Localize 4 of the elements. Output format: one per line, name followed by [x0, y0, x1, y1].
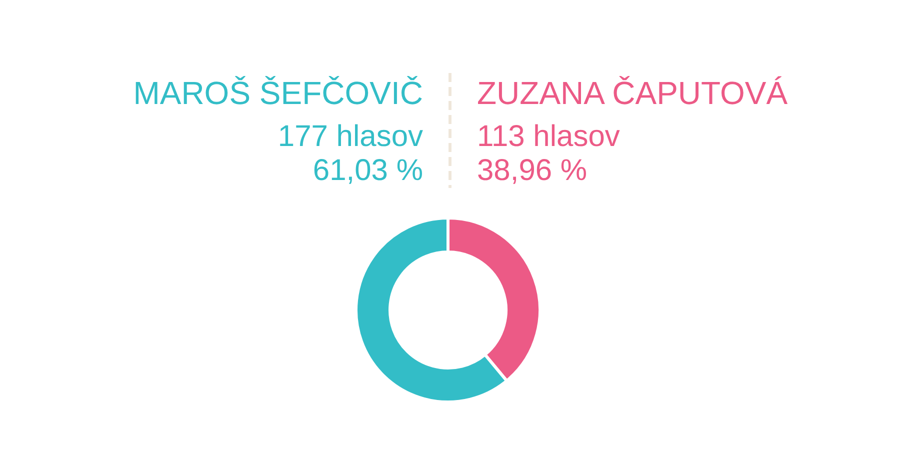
- data-label: 177 hlasov 61,03 %: [278, 120, 423, 187]
- slice-label: MAROŠ ŠEFČOVIČ: [133, 75, 423, 111]
- data-label: 113 hlasov 38,96 %: [477, 120, 620, 187]
- slice-label: ZUZANA ČAPUTOVÁ: [477, 75, 788, 111]
